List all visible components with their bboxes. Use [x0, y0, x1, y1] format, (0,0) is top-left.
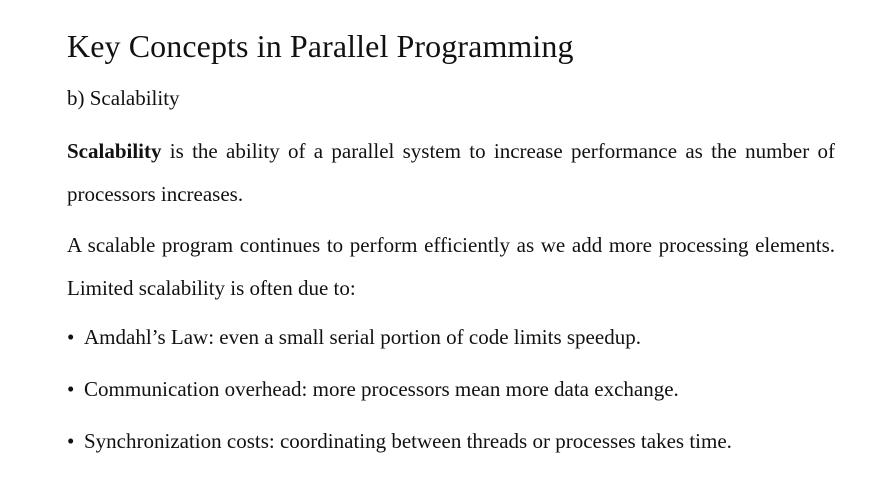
- section-subtitle: b) Scalability: [67, 86, 180, 110]
- list-item: • Amdahl’s Law: even a small serial porti…: [67, 320, 847, 355]
- explanation-paragraph: A scalable program continues to perform …: [67, 233, 835, 300]
- bullet-icon: •: [67, 377, 75, 401]
- limitations-list: • Amdahl’s Law: even a small serial porti…: [67, 320, 847, 476]
- bullet-icon: •: [67, 325, 75, 349]
- slide-title: Key Concepts in Parallel Programming: [67, 28, 574, 64]
- list-item-text: Amdahl’s Law: even a small serial portio…: [84, 325, 641, 349]
- definition-text: is the ability of a parallel system to i…: [67, 139, 835, 206]
- defined-term: Scalability: [67, 139, 162, 163]
- list-item-text: Communication overhead: more processors …: [84, 377, 679, 401]
- list-item-text: Synchronization costs: coordinating betw…: [84, 429, 732, 453]
- bullet-icon: •: [67, 429, 75, 453]
- definition-paragraph: Scalability is the ability of a parallel…: [67, 130, 835, 216]
- list-item: • Communication overhead: more processors…: [67, 372, 847, 407]
- list-item: • Synchronization costs: coordinating bet…: [67, 424, 847, 459]
